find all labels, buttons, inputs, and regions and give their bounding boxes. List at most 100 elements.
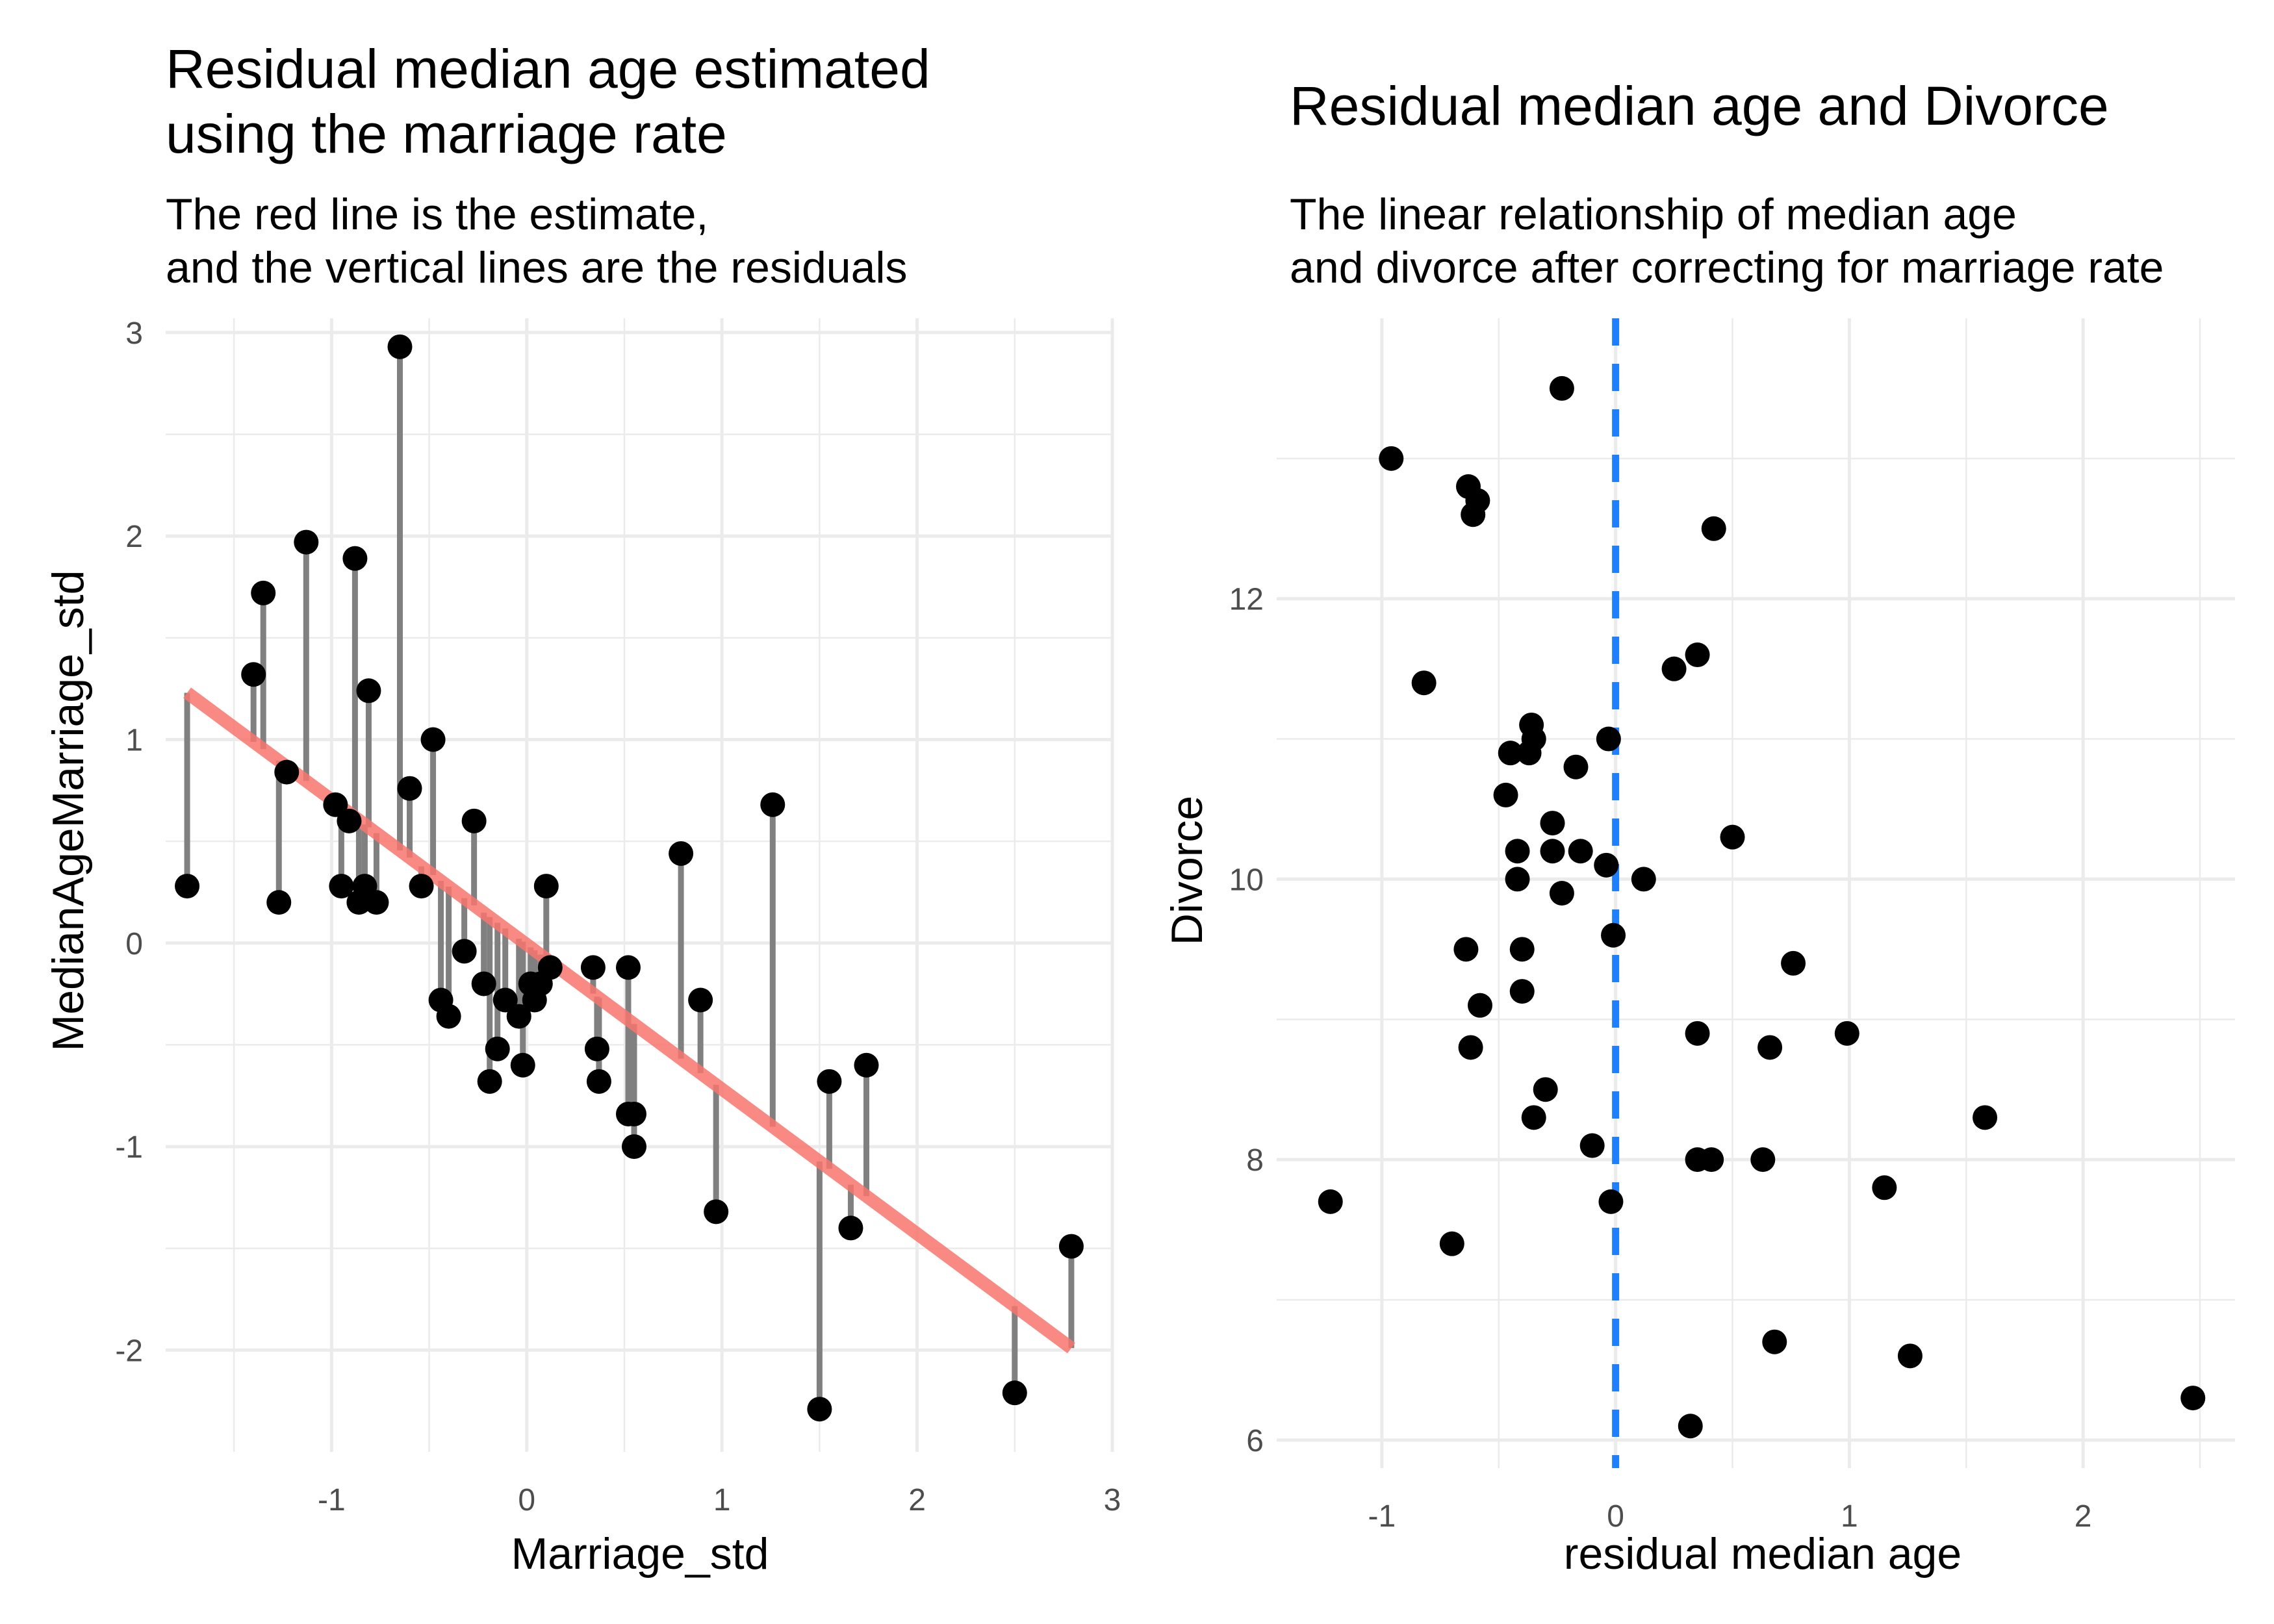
left-data-point <box>409 874 434 899</box>
left-fit-line <box>183 687 1075 1354</box>
left-data-point <box>510 1052 535 1078</box>
right-data-point <box>1505 839 1530 864</box>
right-x-tick-label: 0 <box>1607 1499 1624 1534</box>
right-y-tick-labels: 6 8 10 12 <box>1229 583 1264 1458</box>
left-data-point <box>461 808 487 833</box>
right-data-point <box>1579 1133 1605 1158</box>
left-data-point <box>452 939 477 964</box>
left-subtitle-line-2: and the vertical lines are the residuals <box>166 243 908 292</box>
left-data-point <box>586 1069 611 1094</box>
right-data-point <box>1516 741 1542 766</box>
right-data-point <box>1505 867 1530 892</box>
right-data-point <box>1596 726 1621 752</box>
left-data-point <box>506 1004 531 1029</box>
left-data-point <box>364 890 389 915</box>
left-data-point <box>621 1101 646 1126</box>
right-y-tick-label: 8 <box>1246 1143 1264 1178</box>
right-data-point <box>1872 1175 1897 1200</box>
left-data-point <box>274 759 300 785</box>
right-data-point <box>1521 1105 1546 1130</box>
left-data-point <box>436 1004 461 1029</box>
left-data-point <box>688 987 713 1013</box>
right-subtitle-line-1: The linear relationship of median age <box>1290 190 2017 239</box>
right-title-line-1: Residual median age and Divorce <box>1290 75 2109 136</box>
left-data-point <box>471 971 496 996</box>
left-data-point <box>584 1036 609 1061</box>
left-data-point <box>175 874 200 899</box>
left-x-axis-title: Marriage_std <box>511 1529 769 1579</box>
right-data-point <box>1461 502 1486 527</box>
right-data-point <box>2180 1386 2206 1411</box>
left-x-tick-labels: -1 0 1 2 3 <box>318 1483 1121 1517</box>
right-x-tick-label: 2 <box>2075 1499 2092 1534</box>
left-data-point <box>854 1052 879 1078</box>
left-x-tick-label: 3 <box>1104 1483 1121 1517</box>
left-data-point <box>342 546 368 571</box>
left-data-point <box>621 1134 646 1160</box>
left-data-point <box>241 662 266 687</box>
left-data-point <box>1002 1380 1027 1406</box>
left-data-point <box>533 874 559 899</box>
left-data-point <box>580 955 606 980</box>
right-data-point <box>1685 642 1710 668</box>
left-data-point <box>251 580 276 605</box>
right-y-tick-label: 10 <box>1229 863 1264 897</box>
right-data-point <box>1897 1343 1923 1369</box>
left-y-tick-labels: -2 -1 0 1 2 3 <box>115 316 143 1368</box>
left-x-tick-label: 0 <box>518 1483 535 1517</box>
right-data-point <box>1411 670 1437 696</box>
left-data-point <box>669 841 694 866</box>
left-x-tick-label: 1 <box>713 1483 731 1517</box>
left-y-tick-label: 1 <box>125 724 143 758</box>
left-data-point <box>1058 1234 1084 1259</box>
left-residual-segments <box>184 346 1075 1410</box>
right-y-tick-label: 12 <box>1229 583 1264 617</box>
right-data-point <box>1699 1147 1724 1173</box>
left-data-point <box>323 792 348 817</box>
right-x-tick-label: 1 <box>1841 1499 1858 1534</box>
left-data-point <box>807 1397 832 1422</box>
right-x-tick-labels: -1 0 1 2 <box>1368 1499 2092 1534</box>
left-y-tick-label: 0 <box>125 927 143 961</box>
right-data-point <box>1549 881 1574 906</box>
left-data-point <box>817 1069 842 1094</box>
right-data-point <box>1540 839 1565 864</box>
left-data-point <box>329 874 354 899</box>
left-data-point <box>838 1215 863 1241</box>
right-data-point <box>1685 1021 1710 1046</box>
right-data-point <box>1750 1147 1776 1173</box>
right-data-point <box>1453 937 1479 962</box>
right-data-point <box>1379 446 1404 471</box>
left-x-tick-label: 2 <box>908 1483 926 1517</box>
right-data-point <box>1757 1035 1783 1060</box>
right-data-point <box>1318 1189 1343 1214</box>
left-data-point <box>485 1036 510 1061</box>
left-data-point <box>615 955 641 980</box>
left-subtitle-line-1: The red line is the estimate, <box>166 190 708 239</box>
right-x-tick-label: -1 <box>1368 1499 1396 1534</box>
left-title-line-2: using the marriage rate <box>166 103 727 164</box>
left-y-axis-title: MedianAgeMarriage_std <box>44 570 93 1052</box>
left-data-point <box>387 334 413 359</box>
right-data-point <box>1973 1105 1998 1130</box>
left-data-point <box>337 808 362 833</box>
left-data-point <box>537 955 563 980</box>
left-points <box>175 334 1084 1422</box>
left-data-point <box>266 890 292 915</box>
right-data-point <box>1439 1231 1464 1256</box>
right-subtitle-line-2: and divorce after correcting for marriag… <box>1290 243 2164 292</box>
right-data-point <box>1458 1035 1483 1060</box>
left-y-tick-label: 2 <box>125 520 143 554</box>
right-data-point <box>1509 937 1535 962</box>
right-data-point <box>1678 1414 1703 1439</box>
left-x-tick-label: -1 <box>318 1483 346 1517</box>
right-data-point <box>1540 811 1565 836</box>
right-y-tick-label: 6 <box>1246 1424 1264 1458</box>
right-y-axis-title: Divorce <box>1162 796 1212 946</box>
right-points <box>1318 375 2206 1439</box>
right-data-point <box>1498 741 1523 766</box>
left-data-point <box>356 678 381 704</box>
left-y-tick-label: -2 <box>115 1334 143 1368</box>
left-panel: Residual median age estimated using the … <box>44 38 1121 1579</box>
